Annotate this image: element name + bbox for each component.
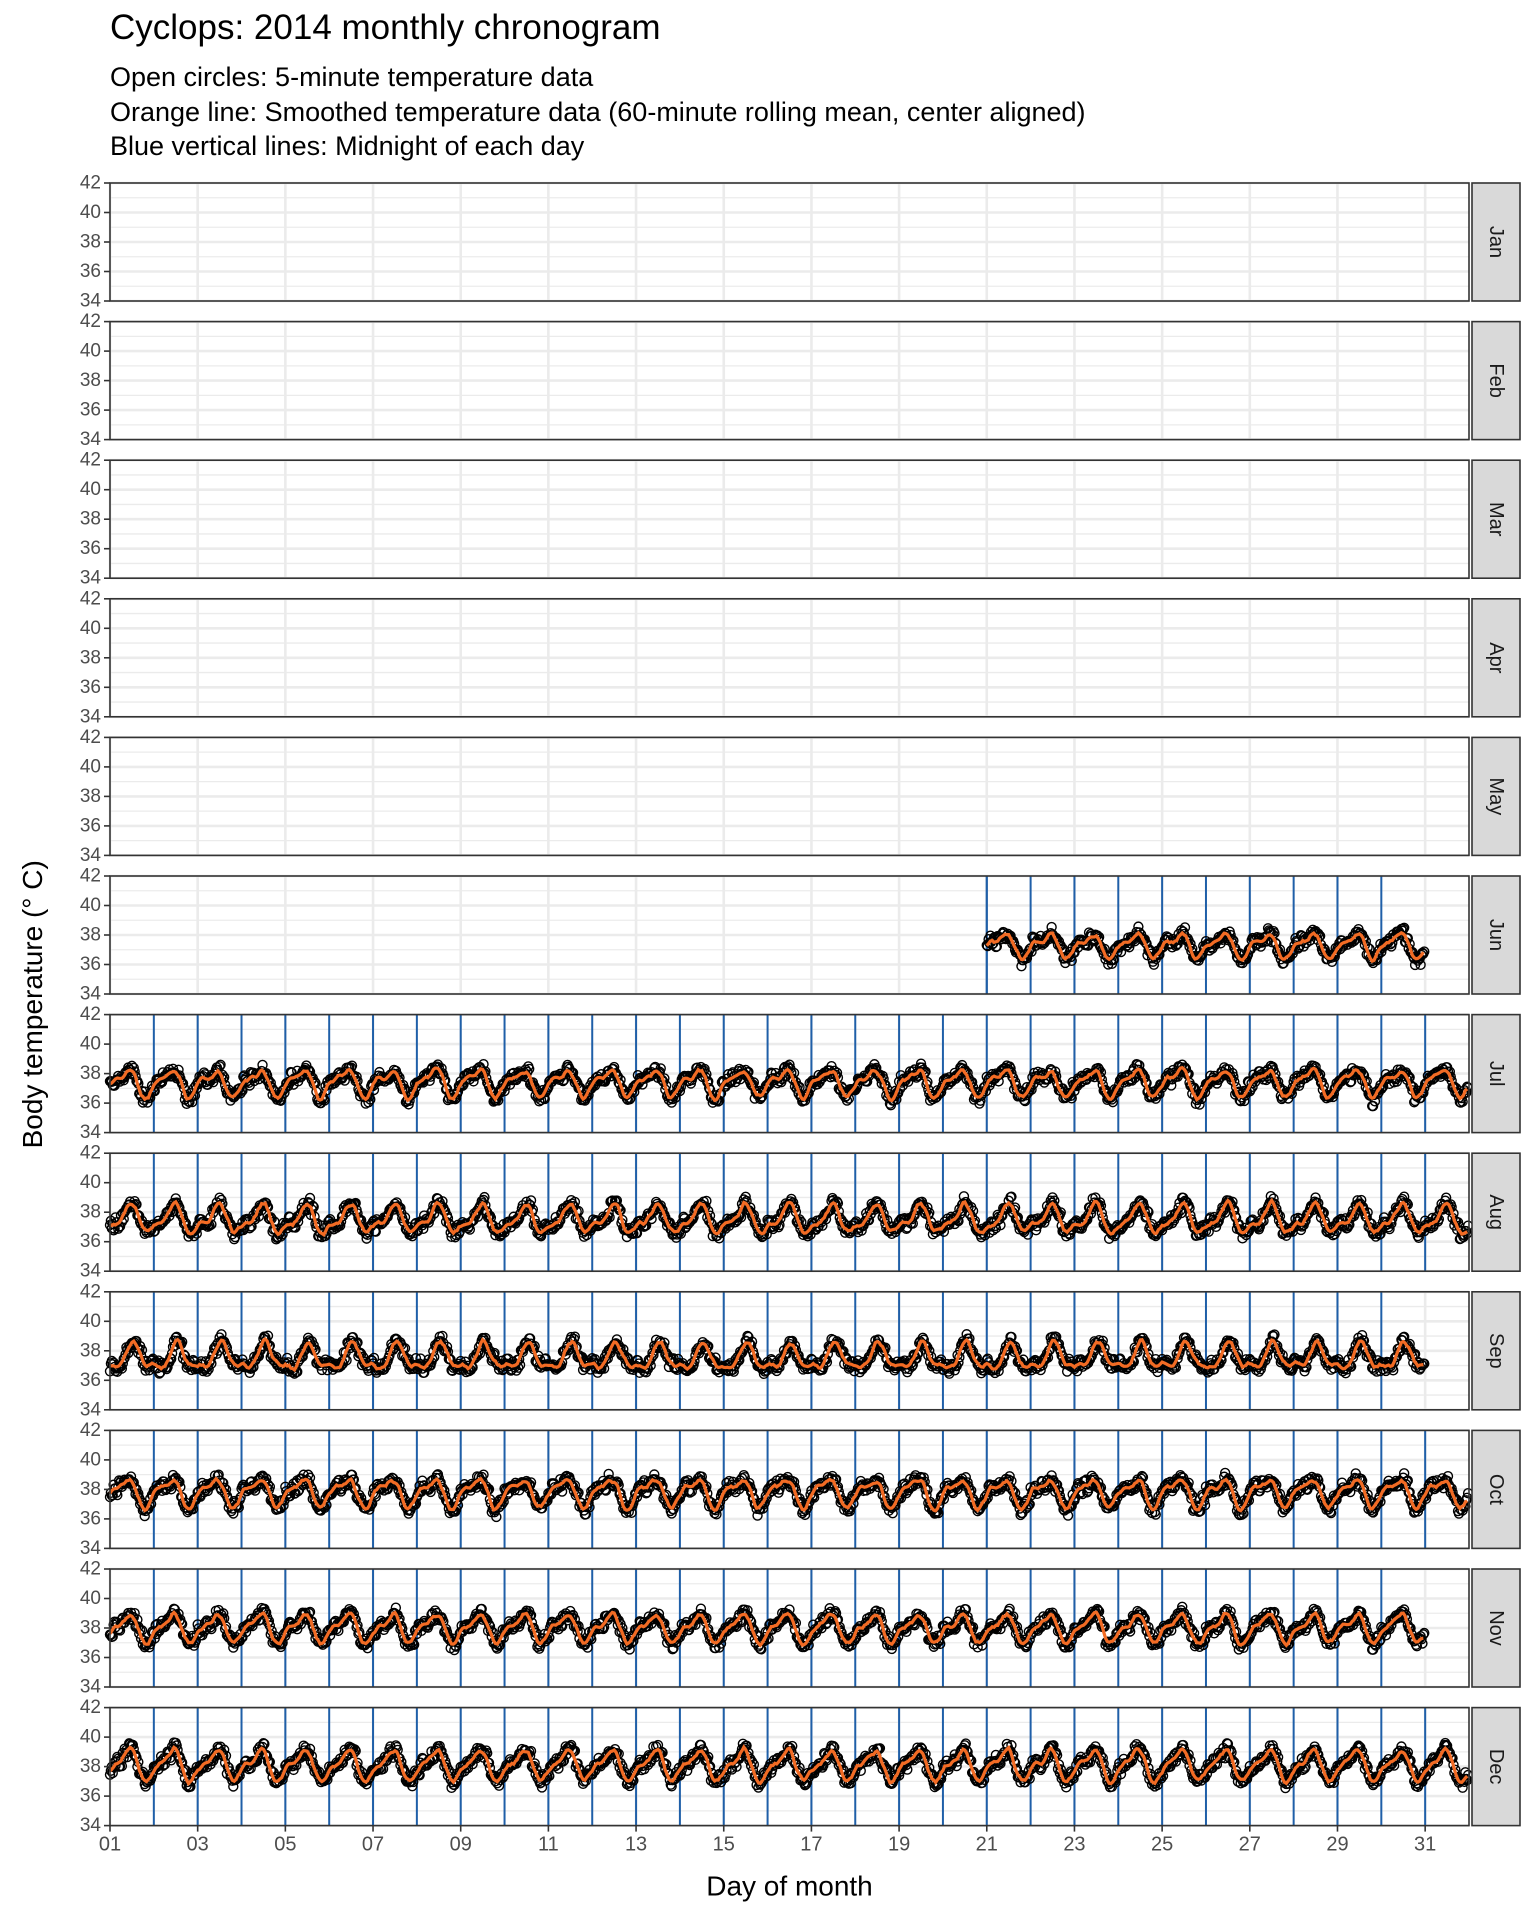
y-tick-label: 36 — [80, 815, 101, 836]
data-point — [609, 1068, 621, 1080]
y-tick-label: 36 — [80, 1093, 101, 1114]
data-point — [1415, 959, 1426, 971]
y-tick-label: 38 — [80, 232, 101, 253]
data-point — [1419, 946, 1430, 957]
facet-strip — [1471, 875, 1521, 995]
facet-label-jan: Jan — [1485, 226, 1507, 258]
y-tick-label: 36 — [80, 538, 101, 559]
y-tick-label: 40 — [80, 895, 101, 916]
y-tick-label: 40 — [80, 341, 101, 362]
data-point — [1417, 947, 1428, 958]
y-tick-label: 34 — [80, 291, 102, 312]
facet-label-jun: Jun — [1485, 919, 1507, 951]
y-tick-label: 38 — [80, 509, 101, 530]
y-tick-label: 34 — [80, 845, 102, 866]
data-point — [1179, 922, 1191, 933]
y-tick-label: 38 — [80, 786, 101, 807]
facet-strip — [1471, 597, 1521, 718]
y-tick-label: 42 — [80, 311, 101, 332]
y-tick-label: 40 — [80, 1172, 101, 1193]
y-tick-label: 42 — [80, 1143, 101, 1164]
y-tick-label: 36 — [80, 677, 101, 698]
data-point — [234, 1083, 245, 1094]
y-tick-label: 34 — [80, 706, 102, 727]
facet-strip — [1471, 182, 1521, 302]
data-point — [446, 1093, 457, 1105]
panel-aug: Aug 34 36 38 40 42 — [80, 1143, 1521, 1282]
y-tick-label: 40 — [80, 618, 101, 639]
data-point — [1203, 939, 1214, 951]
y-tick-label: 42 — [80, 1004, 101, 1025]
panel-feb: Feb 34 36 38 40 42 — [80, 311, 1521, 450]
data-point — [215, 1059, 226, 1071]
panel-jan: Jan 34 36 38 40 42 — [80, 173, 1521, 312]
facet-label-apr: Apr — [1485, 642, 1507, 673]
y-tick-label: 34 — [80, 1122, 102, 1143]
facet-strip — [1471, 459, 1521, 580]
panel-apr: Apr 34 36 38 40 42 — [80, 588, 1521, 727]
facet-strip — [1471, 320, 1521, 441]
y-tick-label: 42 — [80, 866, 101, 887]
data-point — [281, 1078, 292, 1089]
panel-jul: Jul 34 36 38 40 42 — [80, 1004, 1521, 1143]
facet-label-may: May — [1485, 778, 1507, 816]
y-tick-label: 42 — [80, 588, 101, 609]
y-tick-label: 38 — [80, 925, 101, 946]
y-tick-label: 42 — [80, 450, 101, 471]
y-tick-label: 40 — [80, 479, 101, 500]
y-tick-label: 36 — [80, 1231, 101, 1252]
chart-title: Cyclops: 2014 monthly chronogram — [110, 8, 661, 47]
facet-strip — [1471, 736, 1521, 857]
facet-label-jul: Jul — [1485, 1061, 1507, 1087]
y-tick-label: 36 — [80, 954, 101, 975]
y-tick-label: 42 — [80, 173, 101, 194]
facet-label-aug: Aug — [1485, 1194, 1507, 1230]
y-tick-label: 42 — [80, 727, 101, 748]
panel-may: May 34 36 38 40 42 — [80, 727, 1521, 866]
chart-subtitle-line-3: Blue vertical lines: Midnight of each da… — [110, 131, 585, 161]
panel-jun: Jun 34 36 38 40 42 — [80, 866, 1521, 1005]
chart-subtitle-line-2: Orange line: Smoothed temperature data (… — [110, 97, 1086, 127]
y-tick-label: 34 — [80, 1261, 102, 1282]
smoothed-line — [985, 930, 1425, 964]
y-tick-label: 36 — [80, 400, 101, 421]
data-point — [1398, 922, 1410, 933]
data-point — [404, 1095, 415, 1106]
y-tick-label: 38 — [80, 370, 101, 391]
facet-label-feb: Feb — [1485, 363, 1507, 397]
data-point — [346, 1060, 358, 1071]
facet-label-mar: Mar — [1485, 502, 1507, 537]
y-tick-label: 38 — [80, 1063, 101, 1084]
data-point — [1148, 959, 1160, 970]
y-tick-label: 34 — [80, 984, 102, 1005]
y-tick-label: 40 — [80, 756, 101, 777]
y-tick-label: 36 — [80, 261, 101, 282]
chart-subtitle-line-1: Open circles: 5-minute temperature data — [110, 62, 594, 92]
y-tick-label: 40 — [80, 1034, 101, 1055]
y-tick-label: 34 — [80, 429, 102, 450]
y-tick-label: 40 — [80, 202, 101, 223]
panel-mar: Mar 34 36 38 40 42 — [80, 450, 1521, 589]
y-tick-label: 38 — [80, 647, 101, 668]
y-tick-label: 38 — [80, 1202, 101, 1223]
y-tick-label: 34 — [80, 568, 102, 589]
